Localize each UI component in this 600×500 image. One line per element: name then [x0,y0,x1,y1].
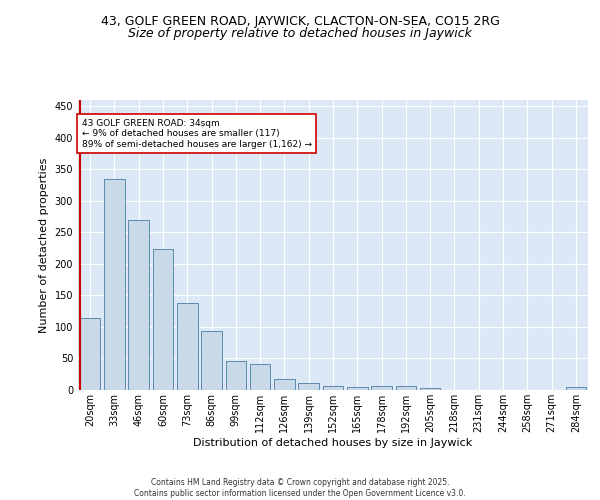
Bar [347,387,368,390]
Y-axis label: Number of detached properties: Number of detached properties [39,158,49,332]
X-axis label: Distribution of detached houses by size in Jaywick: Distribution of detached houses by size … [193,438,473,448]
Bar [566,388,586,390]
Bar [323,386,343,390]
Bar [201,332,222,390]
Bar [395,386,416,390]
Bar [298,383,319,390]
Text: 43 GOLF GREEN ROAD: 34sqm
← 9% of detached houses are smaller (117)
89% of semi-: 43 GOLF GREEN ROAD: 34sqm ← 9% of detach… [82,119,311,148]
Bar [128,220,149,390]
Bar [104,179,125,390]
Bar [177,303,197,390]
Text: Contains HM Land Registry data © Crown copyright and database right 2025.
Contai: Contains HM Land Registry data © Crown c… [134,478,466,498]
Bar [226,361,246,390]
Text: Size of property relative to detached houses in Jaywick: Size of property relative to detached ho… [128,28,472,40]
Bar [250,364,271,390]
Bar [371,386,392,390]
Bar [152,249,173,390]
Bar [80,318,100,390]
Bar [274,378,295,390]
Bar [420,388,440,390]
Text: 43, GOLF GREEN ROAD, JAYWICK, CLACTON-ON-SEA, CO15 2RG: 43, GOLF GREEN ROAD, JAYWICK, CLACTON-ON… [101,15,499,28]
